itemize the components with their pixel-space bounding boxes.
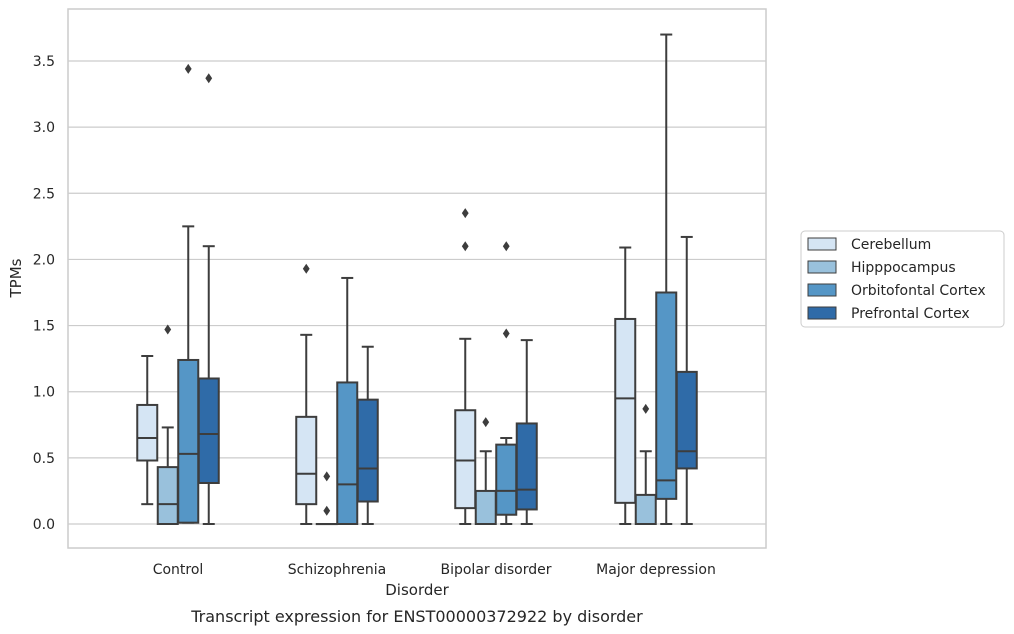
- legend-swatch: [807, 237, 837, 251]
- y-tick-label: 3.0: [33, 120, 55, 136]
- outlier-point: [302, 263, 310, 274]
- x-tick-label: Bipolar disorder: [440, 562, 551, 578]
- box-hipppocampus: [315, 471, 338, 526]
- outlier-point: [461, 241, 469, 252]
- y-axis-title: TPMs: [7, 258, 25, 298]
- outlier-point: [164, 324, 172, 335]
- outlier-point: [323, 505, 331, 516]
- box-iqr: [356, 398, 379, 503]
- box-cerebellum: [454, 208, 477, 525]
- box-hipppocampus: [156, 324, 179, 526]
- x-tick-label: Schizophrenia: [288, 562, 386, 578]
- y-tick-label: 2.5: [33, 186, 55, 202]
- boxes-layer: [136, 33, 698, 526]
- y-tick-labels: 0.0 0.5 1.0 1.5 2.0 2.5 3.0 3.5: [33, 54, 55, 533]
- outlier-point: [184, 63, 192, 74]
- box-iqr: [655, 291, 678, 500]
- x-tick-labels: Control Schizophrenia Bipolar disorder Majo…: [153, 562, 716, 578]
- box-iqr: [495, 443, 518, 516]
- box-prefrontal-cortex: [675, 235, 698, 525]
- outlier-point: [323, 471, 331, 482]
- chart-caption: Transcript expression for ENST0000037292…: [190, 607, 643, 626]
- legend-swatch: [807, 306, 837, 320]
- box-orbitofontal-cortex: [495, 241, 518, 525]
- y-tick-label: 2.0: [33, 252, 55, 268]
- box-prefrontal-cortex: [356, 345, 379, 525]
- y-tick-label: 1.0: [33, 385, 55, 401]
- plot-frame: [67, 8, 767, 549]
- legend-swatch: [807, 283, 837, 297]
- legend-swatch: [807, 260, 837, 274]
- legend-frame: [800, 230, 1005, 328]
- box-cerebellum: [136, 354, 159, 506]
- box-hipppocampus: [474, 417, 497, 525]
- legend-label: Hipppocampus: [851, 260, 956, 276]
- y-tick-label: 0.5: [33, 451, 55, 467]
- box-hipppocampus: [634, 403, 657, 526]
- box-cerebellum: [295, 263, 318, 525]
- y-tick-label: 0.0: [33, 517, 55, 533]
- x-tick-label: Control: [153, 562, 204, 578]
- box-iqr: [675, 370, 698, 470]
- y-tick-label: 1.5: [33, 319, 55, 335]
- legend-label: Orbitofontal Cortex: [851, 283, 986, 299]
- box-iqr: [177, 358, 200, 524]
- box-iqr: [156, 466, 179, 526]
- box-orbitofontal-cortex: [336, 276, 359, 525]
- outlier-point: [502, 328, 510, 339]
- outlier-point: [205, 73, 213, 84]
- box-iqr: [197, 377, 220, 484]
- box-iqr: [454, 409, 477, 510]
- outlier-point: [642, 403, 650, 414]
- box-iqr: [474, 489, 497, 525]
- box-cerebellum: [614, 246, 637, 525]
- legend-label: Cerebellum: [851, 237, 931, 253]
- outlier-point: [461, 208, 469, 219]
- box-iqr: [634, 493, 657, 526]
- box-orbitofontal-cortex: [655, 33, 678, 525]
- box-iqr: [295, 415, 318, 506]
- legend: Cerebellum Hipppocampus Orbitofontal Corte…: [800, 230, 1005, 328]
- outlier-point: [482, 417, 490, 428]
- box-iqr: [614, 317, 637, 504]
- legend-label: Prefrontal Cortex: [851, 306, 970, 322]
- box-prefrontal-cortex: [515, 339, 538, 525]
- box-iqr: [515, 422, 538, 511]
- box-prefrontal-cortex: [197, 73, 220, 525]
- outlier-point: [502, 241, 510, 252]
- box-iqr: [136, 403, 159, 462]
- y-tick-label: 3.5: [33, 54, 55, 70]
- x-axis-title: Disorder: [385, 581, 449, 599]
- box-iqr: [336, 381, 359, 525]
- x-tick-label: Major depression: [596, 562, 716, 578]
- box-orbitofontal-cortex: [177, 63, 200, 524]
